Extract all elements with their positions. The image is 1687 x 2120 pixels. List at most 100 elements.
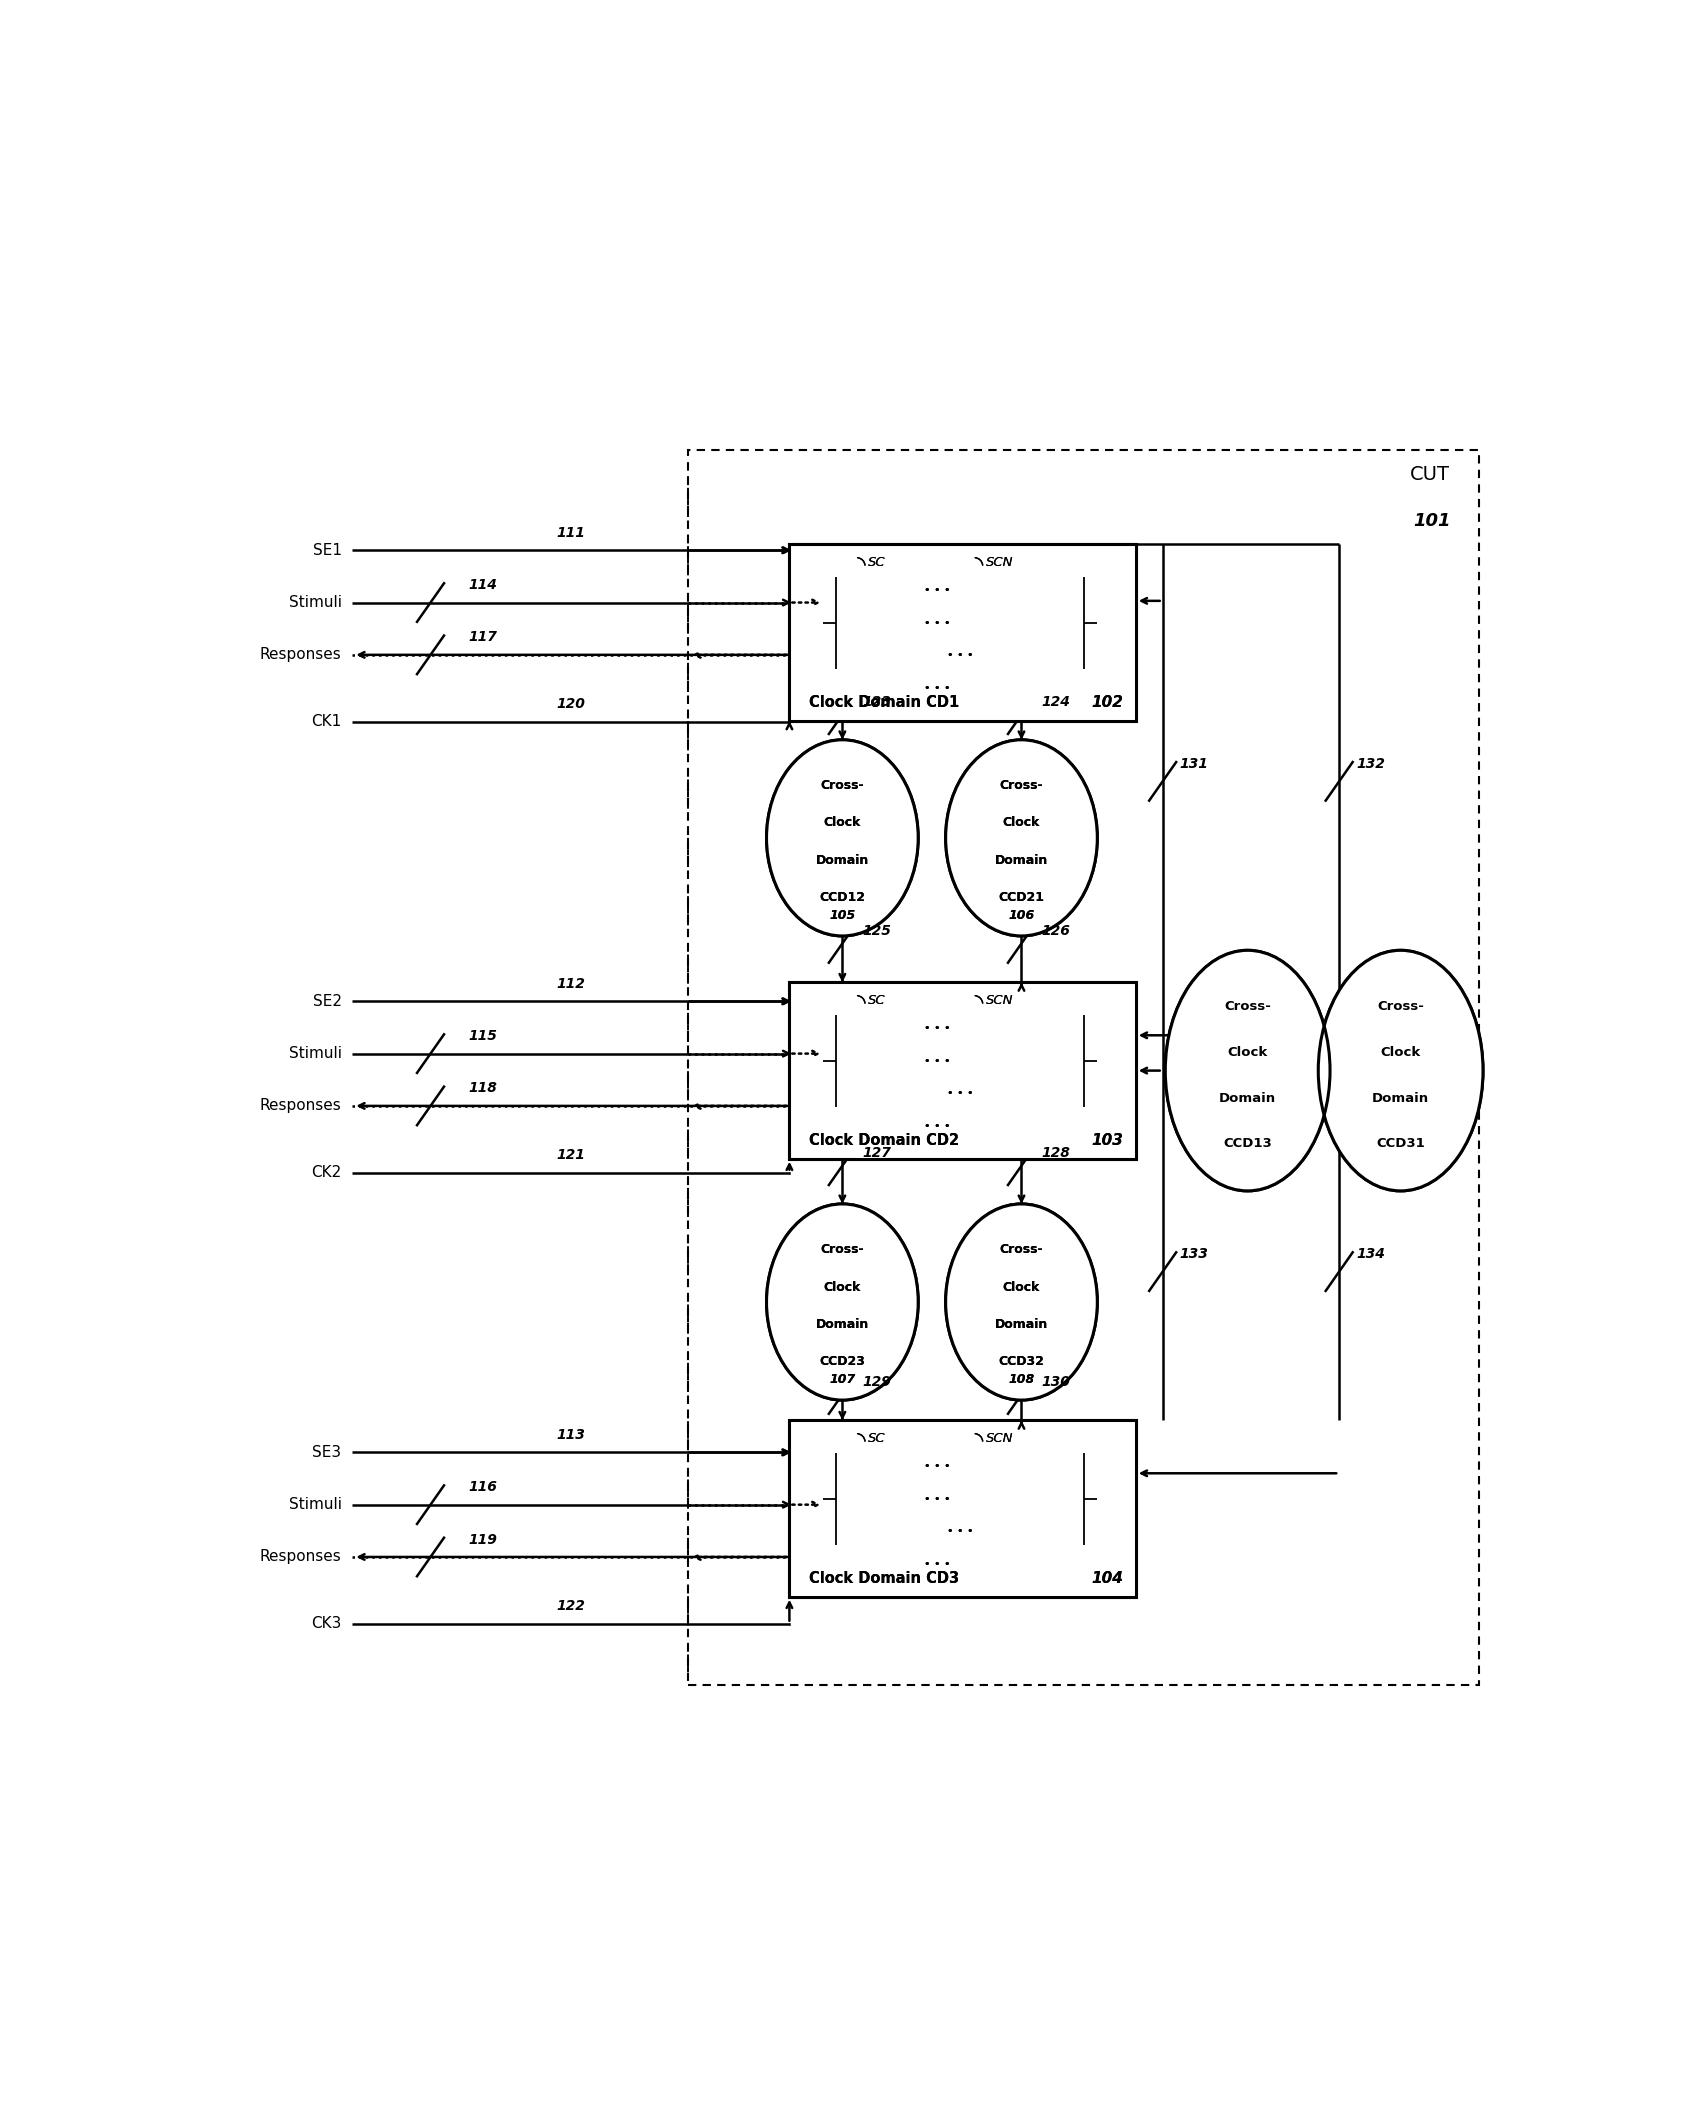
Text: • • •: • • •: [924, 1495, 950, 1503]
Text: CCD12: CCD12: [820, 890, 865, 903]
Bar: [963, 1552, 1095, 1577]
Text: 116: 116: [469, 1480, 498, 1495]
Text: 103: 103: [1091, 1134, 1124, 1149]
Text: 113: 113: [557, 1429, 585, 1442]
Text: SCN: SCN: [985, 1433, 1012, 1446]
Text: 106: 106: [1009, 909, 1034, 922]
Text: 115: 115: [469, 1028, 498, 1043]
Bar: [845, 611, 872, 636]
Text: CCD31: CCD31: [1377, 1136, 1426, 1151]
Bar: [790, 982, 1135, 1160]
Text: CCD21: CCD21: [999, 890, 1044, 903]
Bar: [874, 577, 901, 604]
Text: CCD13: CCD13: [1223, 1136, 1272, 1151]
Text: CK2: CK2: [312, 1166, 341, 1181]
Text: 126: 126: [1041, 924, 1070, 939]
Ellipse shape: [766, 1204, 918, 1399]
Text: 133: 133: [1179, 1247, 1208, 1261]
Text: Clock: Clock: [1380, 1045, 1420, 1058]
Text: SE3: SE3: [312, 1446, 341, 1461]
Text: • • •: • • •: [946, 1526, 973, 1537]
Text: Domain: Domain: [1372, 1092, 1429, 1105]
Text: • • •: • • •: [924, 1056, 950, 1066]
Text: Domain: Domain: [1372, 1092, 1429, 1105]
Text: Clock Domain CD3: Clock Domain CD3: [810, 1571, 960, 1586]
Text: SCN: SCN: [985, 555, 1012, 568]
Text: 131: 131: [1179, 757, 1208, 772]
Text: Clock Domain CD3: Clock Domain CD3: [810, 1571, 960, 1586]
Text: CCD32: CCD32: [999, 1355, 1044, 1367]
Text: • • •: • • •: [946, 1526, 973, 1537]
Text: 128: 128: [1041, 1147, 1070, 1160]
Ellipse shape: [946, 740, 1097, 935]
Text: SE1: SE1: [312, 543, 341, 558]
Text: • • •: • • •: [946, 1088, 973, 1098]
Bar: [963, 1047, 1095, 1075]
Text: Domain: Domain: [817, 854, 869, 867]
Text: • • •: • • •: [924, 585, 950, 596]
Text: Responses: Responses: [260, 647, 341, 661]
Text: • • •: • • •: [924, 1024, 950, 1032]
Text: 127: 127: [862, 1147, 891, 1160]
Text: Clock Domain CD2: Clock Domain CD2: [810, 1134, 960, 1149]
Text: 107: 107: [830, 1372, 855, 1386]
Text: 107: 107: [830, 1372, 855, 1386]
Text: Clock Domain CD1: Clock Domain CD1: [810, 695, 960, 710]
Bar: [845, 1552, 872, 1577]
Text: Clock: Clock: [1228, 1045, 1269, 1058]
Text: Cross-: Cross-: [1377, 1001, 1424, 1013]
Text: • • •: • • •: [924, 1461, 950, 1471]
Bar: [790, 1420, 1135, 1596]
Text: 101: 101: [1412, 513, 1451, 530]
Text: 104: 104: [1091, 1571, 1124, 1586]
Text: Clock: Clock: [823, 1280, 860, 1293]
Bar: [874, 1015, 901, 1041]
Text: 118: 118: [469, 1081, 498, 1096]
Text: SC: SC: [867, 1433, 886, 1446]
Bar: [845, 674, 872, 702]
Text: Clock: Clock: [1002, 1280, 1041, 1293]
Bar: [838, 1446, 1081, 1571]
Bar: [790, 1420, 1135, 1596]
Text: Clock: Clock: [1380, 1045, 1420, 1058]
Text: 112: 112: [557, 977, 585, 990]
Text: Cross-: Cross-: [820, 780, 864, 793]
Text: Stimuli: Stimuli: [288, 1045, 341, 1062]
Text: • • •: • • •: [924, 1558, 950, 1569]
Text: Responses: Responses: [260, 1550, 341, 1565]
Bar: [963, 577, 1095, 604]
Bar: [963, 1015, 1095, 1041]
Text: CCD23: CCD23: [820, 1355, 865, 1367]
Text: Clock: Clock: [1228, 1045, 1269, 1058]
Text: Responses: Responses: [260, 1098, 341, 1113]
Text: Cross-: Cross-: [1000, 1242, 1043, 1257]
Text: Cross-: Cross-: [820, 780, 864, 793]
Bar: [963, 1047, 1095, 1075]
Text: 121: 121: [557, 1149, 585, 1162]
Text: Stimuli: Stimuli: [288, 1497, 341, 1512]
Bar: [963, 1486, 1095, 1512]
Text: 108: 108: [1009, 1372, 1034, 1386]
Bar: [790, 545, 1135, 721]
Bar: [838, 1009, 1081, 1132]
Text: 110: 110: [1387, 1164, 1414, 1177]
Text: 111: 111: [557, 526, 585, 541]
Ellipse shape: [1318, 950, 1483, 1191]
Bar: [963, 611, 1095, 636]
Text: • • •: • • •: [946, 651, 973, 661]
Text: Cross-: Cross-: [1225, 1001, 1270, 1013]
Text: Cross-: Cross-: [1000, 780, 1043, 793]
Bar: [874, 1047, 901, 1075]
Bar: [845, 1113, 872, 1138]
Text: SC: SC: [867, 1433, 886, 1446]
Text: • • •: • • •: [946, 1088, 973, 1098]
Bar: [838, 1446, 1081, 1571]
Bar: [845, 1486, 872, 1512]
Bar: [963, 1452, 1095, 1480]
Bar: [963, 674, 1095, 702]
Text: 105: 105: [830, 909, 855, 922]
Bar: [874, 1015, 901, 1041]
Bar: [874, 1452, 901, 1480]
Text: Domain: Domain: [817, 1319, 869, 1331]
Bar: [874, 1113, 901, 1138]
